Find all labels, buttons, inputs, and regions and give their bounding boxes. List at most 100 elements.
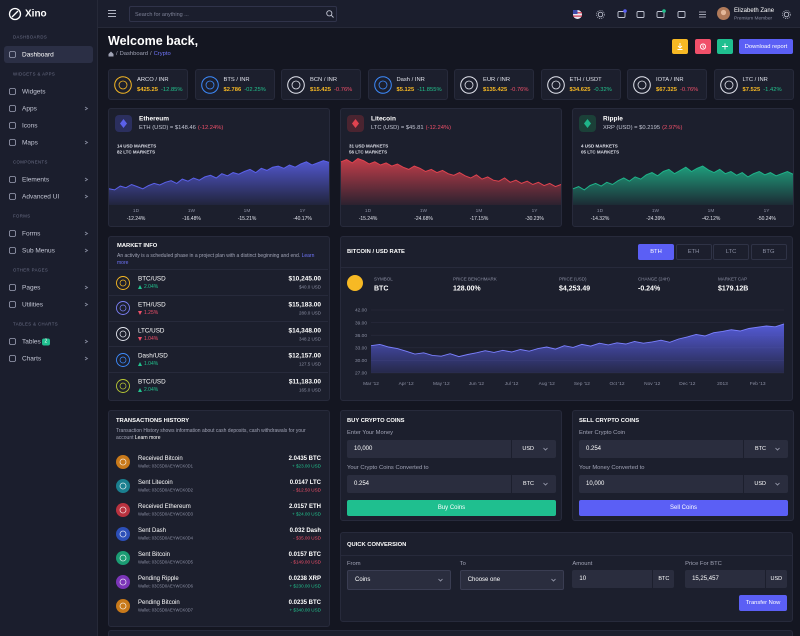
coin-rate: ETH (USD) = $148.46 (-12.24%) xyxy=(139,125,223,131)
area-line xyxy=(340,158,562,188)
breadcrumb-item: Crypto xyxy=(153,51,171,57)
cart-icon xyxy=(617,9,627,18)
ticker-values: $34.625 -0.32% xyxy=(570,87,612,93)
nav-item[interactable]: Elements xyxy=(4,171,93,188)
tab[interactable]: LTC xyxy=(713,244,749,260)
input-field[interactable]: 15,25,457 USD xyxy=(685,570,788,588)
transaction-row: Pending Bitcoin Wallet: 03C5D0AEYWCK0D7 0.… xyxy=(109,594,328,618)
logo-icon xyxy=(8,7,22,21)
area-line xyxy=(572,165,794,191)
nav-item[interactable]: Pages xyxy=(4,279,93,296)
stat-label: MARKET CAP xyxy=(718,276,748,282)
input-value: 0.254 xyxy=(354,481,370,487)
unit-divider xyxy=(652,570,654,588)
x-tick-label: Jul '12 xyxy=(505,381,519,387)
area-fill xyxy=(371,323,784,373)
unit-select[interactable] xyxy=(743,440,788,458)
coin-icon xyxy=(116,527,130,541)
input-field[interactable]: 10 BTC xyxy=(572,570,675,588)
input-unit: USD xyxy=(770,576,783,582)
unit-select[interactable] xyxy=(743,475,788,493)
transaction-wallet: Wallet: 03C5D0AEYWCK0D3 xyxy=(138,511,193,517)
tab[interactable]: BTH xyxy=(638,244,674,260)
input-field[interactable]: 10,000 USD xyxy=(347,440,556,458)
user-name: Elizabeth Zane xyxy=(734,8,775,14)
shape xyxy=(677,11,686,18)
unit-select[interactable] xyxy=(511,440,556,458)
coin-glyph xyxy=(584,119,591,128)
btc-rate-card: BITCOIN / USD RATE BTH ETH LTC BTG SYMBOL BTC P… xyxy=(340,236,793,401)
nav-icon-shape xyxy=(9,105,16,112)
transaction-usd: - $35.00 USD xyxy=(293,535,321,541)
input-value: 10,000 xyxy=(586,481,605,487)
ticker-price: $425.25 xyxy=(137,87,158,93)
market-price: $12,157.00 xyxy=(288,352,321,360)
ticker-card: BTS / INR $2.786 -02.25% xyxy=(194,69,275,100)
dropdown-icon xyxy=(438,578,443,582)
area-chart xyxy=(108,160,330,205)
add-icon-button[interactable] xyxy=(717,39,733,54)
coin-glyph xyxy=(352,119,359,128)
input-field[interactable]: 0.254 BTC xyxy=(579,440,788,458)
handle xyxy=(330,14,334,18)
nav-item[interactable]: Charts xyxy=(4,350,93,367)
nav-item[interactable]: Utilities xyxy=(4,296,93,313)
sell-card: SELL CRYPTO COINS Enter Crypto Coin 0.254 B… xyxy=(572,410,794,521)
nav-item[interactable]: Tables 2 xyxy=(4,333,93,350)
download-report-button[interactable]: Download report xyxy=(739,39,793,54)
description-text: Transaction History shows information ab… xyxy=(116,428,306,441)
chevron xyxy=(84,339,89,344)
transfer-button[interactable]: Transfer Now xyxy=(739,595,787,611)
sell-button[interactable]: Sell Coins xyxy=(579,500,788,516)
trend-icon xyxy=(138,285,142,289)
download-icon-button[interactable] xyxy=(672,39,688,54)
period-label: 1M xyxy=(243,209,251,214)
learn-more-link[interactable]: Learn more xyxy=(134,435,161,441)
period-label: 1W xyxy=(419,209,428,214)
icon-core xyxy=(119,602,127,610)
field-label: Amount xyxy=(572,561,593,567)
learn-more-link[interactable]: Learn more xyxy=(117,253,315,266)
ticker-card: ETH / USDT $34.625 -0.32% xyxy=(540,69,621,100)
input-value: 10,000 xyxy=(354,446,373,452)
nav-item[interactable]: Advanced UI xyxy=(4,188,93,205)
icon-core xyxy=(119,304,127,312)
area-chart xyxy=(340,158,562,205)
transaction-row: Sent Dash Wallet: 03C5D0AEYWCK0D4 0.032 Da… xyxy=(109,522,328,546)
area-chart xyxy=(572,165,794,205)
transaction-title: Sent Bitcoin xyxy=(138,551,171,558)
rate-text: LTC (USD) = $45.81 xyxy=(371,124,424,131)
nav-item[interactable]: Widgets xyxy=(4,83,93,100)
unit-select[interactable] xyxy=(511,475,556,493)
nav-item[interactable]: Forms xyxy=(4,225,93,242)
ticker-price: $5.125 xyxy=(396,87,415,93)
tab[interactable]: BTG xyxy=(750,244,787,260)
trend-icon xyxy=(138,362,142,367)
trend-icon xyxy=(138,310,142,315)
clock-icon-button[interactable] xyxy=(695,39,711,54)
nav-icon xyxy=(9,139,16,146)
nav-item[interactable]: Apps xyxy=(4,100,93,117)
period-value: -17.15% xyxy=(469,216,489,222)
input-field[interactable]: 10,000 USD xyxy=(579,475,788,493)
breadcrumb-item[interactable]: Dashboard xyxy=(119,51,148,57)
nav-label: Widgets xyxy=(22,88,46,95)
search-box[interactable]: Search for anything ... xyxy=(129,6,337,22)
ticker-card: EUR / INR $135.425 -0.76% xyxy=(454,69,534,100)
icon-core xyxy=(205,80,214,90)
input-field[interactable]: Choose one xyxy=(459,570,564,590)
nav-item[interactable]: Dashboard xyxy=(4,46,93,63)
input-value: Choose one xyxy=(467,577,501,583)
buy-button[interactable]: Buy Coins xyxy=(347,500,556,516)
input-field[interactable]: Coins xyxy=(347,570,451,590)
nav-item[interactable]: Icons xyxy=(4,117,93,134)
coin-icon xyxy=(546,76,565,94)
tab[interactable]: ETH xyxy=(675,244,712,260)
rate-change: (-12.24%) xyxy=(197,124,224,131)
search-icon xyxy=(326,10,334,18)
nav-item[interactable]: Sub Menus xyxy=(4,242,93,259)
input-field[interactable]: 0.254 BTC xyxy=(347,475,556,493)
nav-item[interactable]: Maps xyxy=(4,134,93,151)
fullscreen-icon xyxy=(677,11,686,18)
nav-label: Sub Menus xyxy=(22,247,55,254)
